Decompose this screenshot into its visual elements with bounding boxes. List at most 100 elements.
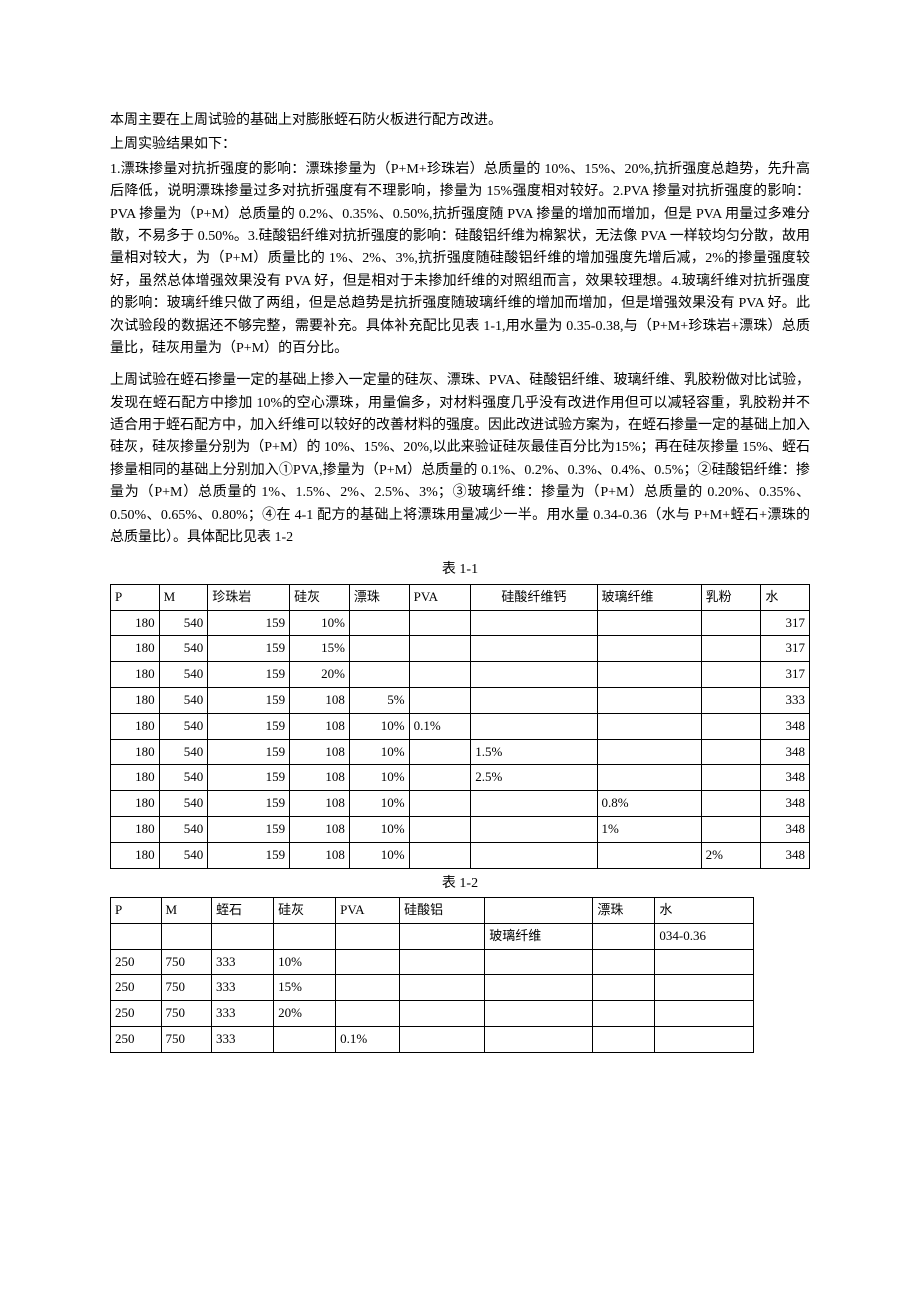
table-cell: 348	[761, 816, 810, 842]
t2-h1-gsa: 硅酸铝	[400, 897, 485, 923]
intro-line2: 上周实验结果如下：	[110, 134, 810, 156]
table-cell: 108	[290, 739, 350, 765]
table-cell: 159	[208, 610, 290, 636]
table-cell: 540	[159, 610, 208, 636]
t1-h-gsxwg: 硅酸纤维钙	[471, 584, 597, 610]
table-cell	[409, 688, 471, 714]
table-cell: 333	[212, 949, 274, 975]
table-cell: 540	[159, 662, 208, 688]
t1-h-rf: 乳粉	[701, 584, 761, 610]
table-cell: 15%	[274, 975, 336, 1001]
table-cell: 180	[111, 713, 160, 739]
table-cell: 540	[159, 739, 208, 765]
table-cell	[409, 636, 471, 662]
table-cell: 180	[111, 610, 160, 636]
t2-h2-4	[336, 923, 400, 949]
table-cell: 180	[111, 816, 160, 842]
table-cell: 159	[208, 662, 290, 688]
table-cell	[471, 842, 597, 868]
table-cell	[409, 765, 471, 791]
t2-h2-0	[111, 923, 162, 949]
t2-h1-p: P	[111, 897, 162, 923]
t2-h1-zs: 蛭石	[212, 897, 274, 923]
table-cell: 10%	[349, 816, 409, 842]
t2-h2-5	[400, 923, 485, 949]
table-row: 18054015910810%0.1%348	[111, 713, 810, 739]
table-cell	[593, 949, 655, 975]
table-cell	[409, 816, 471, 842]
table-cell	[597, 739, 701, 765]
table1-head: P M 珍珠岩 硅灰 漂珠 PVA 硅酸纤维钙 玻璃纤维 乳粉 水	[111, 584, 810, 610]
table-cell	[701, 816, 761, 842]
table-cell	[701, 636, 761, 662]
table-cell: 540	[159, 636, 208, 662]
t2-h2-1	[161, 923, 212, 949]
table-cell	[471, 662, 597, 688]
table-cell	[597, 713, 701, 739]
table-cell: 180	[111, 791, 160, 817]
table-cell: 180	[111, 765, 160, 791]
table-cell: 159	[208, 791, 290, 817]
table-cell: 540	[159, 791, 208, 817]
t2-h1-m: M	[161, 897, 212, 923]
t2-h1-empty	[485, 897, 593, 923]
table-cell: 540	[159, 816, 208, 842]
table-cell: 159	[208, 688, 290, 714]
table-cell: 108	[290, 713, 350, 739]
table-cell	[485, 1026, 593, 1052]
table-cell	[409, 739, 471, 765]
table-cell: 15%	[290, 636, 350, 662]
table-cell: 180	[111, 636, 160, 662]
intro-para1: 1.漂珠掺量对抗折强度的影响：漂珠掺量为（P+M+珍珠岩）总质量的 10%、15…	[110, 159, 810, 361]
table2-header-row2: 玻璃纤维 034-0.36	[111, 923, 754, 949]
table-cell	[655, 949, 754, 975]
t1-h-p: P	[111, 584, 160, 610]
table-cell: 10%	[349, 739, 409, 765]
table-cell: 20%	[274, 1001, 336, 1027]
table-cell	[349, 636, 409, 662]
t2-h2-6: 玻璃纤维	[485, 923, 593, 949]
table-row: 25075033320%	[111, 1001, 754, 1027]
table-cell	[597, 610, 701, 636]
table-cell: 250	[111, 949, 162, 975]
table-cell	[593, 1001, 655, 1027]
intro-block: 本周主要在上周试验的基础上对膨胀蛭石防火板进行配方改进。 上周实验结果如下： 1…	[110, 110, 810, 360]
table-cell	[597, 765, 701, 791]
table-cell: 317	[761, 662, 810, 688]
table-cell	[400, 975, 485, 1001]
t2-h1-gh: 硅灰	[274, 897, 336, 923]
table-cell: 159	[208, 713, 290, 739]
table-row: 25075033310%	[111, 949, 754, 975]
table-cell: 10%	[349, 765, 409, 791]
table-cell: 10%	[274, 949, 336, 975]
table-cell: 159	[208, 842, 290, 868]
table-cell: 348	[761, 713, 810, 739]
table-cell: 10%	[290, 610, 350, 636]
table-cell	[655, 1026, 754, 1052]
table-cell	[409, 791, 471, 817]
table-cell	[400, 1026, 485, 1052]
table-cell	[597, 662, 701, 688]
table-cell	[597, 842, 701, 868]
t2-h1-pva: PVA	[336, 897, 400, 923]
table-cell: 333	[212, 975, 274, 1001]
table-row: 18054015915%317	[111, 636, 810, 662]
table-cell: 108	[290, 791, 350, 817]
table-cell: 250	[111, 975, 162, 1001]
table-cell	[655, 1001, 754, 1027]
table-cell: 159	[208, 765, 290, 791]
table-cell	[485, 1001, 593, 1027]
table-cell	[336, 975, 400, 1001]
table-cell: 750	[161, 1001, 212, 1027]
table-cell: 2.5%	[471, 765, 597, 791]
table-cell: 540	[159, 688, 208, 714]
table-cell	[701, 610, 761, 636]
table-cell: 348	[761, 765, 810, 791]
table-cell: 0.8%	[597, 791, 701, 817]
t1-h-blxw: 玻璃纤维	[597, 584, 701, 610]
table-cell: 159	[208, 816, 290, 842]
table-cell: 108	[290, 688, 350, 714]
table2-header-row1: P M 蛭石 硅灰 PVA 硅酸铝 漂珠 水	[111, 897, 754, 923]
table-cell	[471, 816, 597, 842]
table-cell: 10%	[349, 791, 409, 817]
